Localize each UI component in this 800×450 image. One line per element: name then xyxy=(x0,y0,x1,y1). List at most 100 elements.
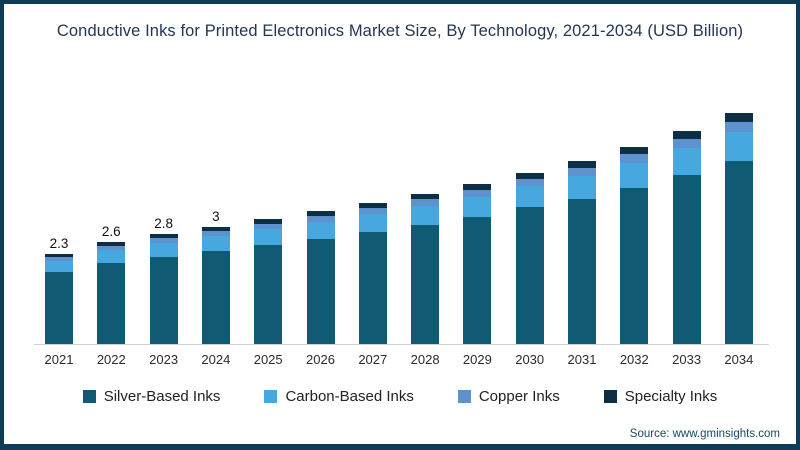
segment-carbon-2026 xyxy=(306,222,335,239)
segment-carbon-2021 xyxy=(45,261,73,272)
x-tick-label-2027: 2027 xyxy=(358,352,388,367)
legend-label: Silver-Based Inks xyxy=(103,388,221,405)
bar-2033 xyxy=(672,131,701,344)
legend-item-copper-inks: Copper Inks xyxy=(457,388,560,405)
segment-copper-2032 xyxy=(620,154,649,163)
legend-label: Carbon-Based Inks xyxy=(285,388,414,405)
segment-carbon-2029 xyxy=(463,197,492,217)
x-tick-label-2033: 2033 xyxy=(672,352,702,367)
segment-specialty-2034 xyxy=(724,113,753,122)
x-tick-label-2024: 2024 xyxy=(201,352,231,367)
segment-copper-2030 xyxy=(515,179,544,186)
x-tick-label-2030: 2030 xyxy=(515,352,545,367)
segment-copper-2026 xyxy=(306,216,335,222)
segment-carbon-2033 xyxy=(672,148,701,175)
x-tick-label-2032: 2032 xyxy=(619,352,649,367)
segment-specialty-2023 xyxy=(149,234,178,238)
bar-2031 xyxy=(568,161,596,344)
segment-silver-2023 xyxy=(149,257,178,344)
segment-silver-2032 xyxy=(620,188,649,344)
segment-specialty-2033 xyxy=(672,131,701,139)
bar-2021 xyxy=(45,254,73,344)
segment-specialty-2030 xyxy=(515,173,544,179)
legend-label: Specialty Inks xyxy=(624,388,718,405)
legend-item-carbon-based-inks: Carbon-Based Inks xyxy=(264,388,414,405)
segment-specialty-2026 xyxy=(306,211,335,216)
segment-silver-2021 xyxy=(45,272,73,344)
x-tick-label-2022: 2022 xyxy=(96,352,126,367)
segment-copper-2033 xyxy=(672,139,701,148)
segment-silver-2030 xyxy=(515,207,544,344)
chart-title: Conductive Inks for Printed Electronics … xyxy=(56,22,744,40)
segment-specialty-2022 xyxy=(97,242,126,246)
x-axis: 2021 2022 2023 2024 2025 2026 2027 2028 2029 2030… xyxy=(34,352,769,372)
segment-silver-2029 xyxy=(463,217,492,344)
bar-2025 xyxy=(254,219,283,344)
segment-silver-2028 xyxy=(411,225,440,344)
segment-carbon-2027 xyxy=(358,214,387,232)
segment-silver-2022 xyxy=(97,263,126,344)
x-tick-label-2029: 2029 xyxy=(462,352,492,367)
segment-copper-2031 xyxy=(568,168,596,176)
bar-2023 xyxy=(149,234,178,344)
segment-carbon-2031 xyxy=(568,176,596,199)
x-tick-label-2031: 2031 xyxy=(567,352,597,367)
segment-copper-2023 xyxy=(149,238,178,243)
segment-carbon-2023 xyxy=(149,243,178,257)
bar-value-label-2024: 3 xyxy=(212,209,220,224)
plot-area: 2.3 2.6 2.8 3 xyxy=(34,4,769,345)
segment-copper-2028 xyxy=(411,199,440,206)
bar-2027 xyxy=(358,203,387,344)
copper-inks-swatch-icon xyxy=(457,390,471,403)
segment-specialty-2025 xyxy=(254,219,283,224)
x-tick-label-2023: 2023 xyxy=(149,352,179,367)
segment-silver-2024 xyxy=(201,251,230,344)
legend: Silver-Based Inks Carbon-Based Inks Copp… xyxy=(4,388,796,405)
segment-carbon-2032 xyxy=(620,163,649,188)
segment-copper-2027 xyxy=(358,208,387,214)
segment-silver-2033 xyxy=(672,175,701,344)
legend-label: Copper Inks xyxy=(478,388,560,405)
carbon-based-inks-swatch-icon xyxy=(264,390,278,403)
segment-copper-2024 xyxy=(201,231,230,236)
bar-2029 xyxy=(463,184,492,344)
x-tick-label-2026: 2026 xyxy=(306,352,335,367)
x-tick-label-2028: 2028 xyxy=(410,352,440,367)
legend-item-silver-based-inks: Silver-Based Inks xyxy=(82,388,221,405)
segment-specialty-2032 xyxy=(620,147,649,154)
segment-specialty-2029 xyxy=(463,184,492,190)
segment-specialty-2027 xyxy=(358,203,387,208)
x-tick-label-2021: 2021 xyxy=(44,352,74,367)
segment-carbon-2024 xyxy=(201,236,230,251)
bar-value-label-2022: 2.6 xyxy=(101,224,121,239)
bar-2028 xyxy=(411,194,440,344)
bar-2032 xyxy=(620,147,649,344)
segment-carbon-2025 xyxy=(254,229,283,245)
segment-copper-2034 xyxy=(724,122,753,132)
segment-carbon-2022 xyxy=(97,250,126,263)
segment-specialty-2024 xyxy=(201,227,230,231)
bar-value-label-2021: 2.3 xyxy=(49,236,69,251)
segment-copper-2022 xyxy=(97,246,126,250)
segment-silver-2025 xyxy=(254,245,283,344)
source-credit: Source: www.gminsights.com xyxy=(629,428,780,440)
segment-specialty-2028 xyxy=(411,194,440,199)
bar-2026 xyxy=(306,211,335,344)
x-tick-label-2034: 2034 xyxy=(724,352,754,367)
bar-2030 xyxy=(515,173,544,344)
legend-item-specialty-inks: Specialty Inks xyxy=(603,388,718,405)
segment-silver-2034 xyxy=(724,161,753,344)
segment-silver-2026 xyxy=(306,239,335,344)
segment-silver-2027 xyxy=(358,232,387,344)
segment-specialty-2021 xyxy=(45,254,73,257)
bar-2034 xyxy=(724,113,753,344)
segment-copper-2029 xyxy=(463,190,492,197)
segment-carbon-2028 xyxy=(411,206,440,225)
segment-specialty-2031 xyxy=(568,161,596,168)
segment-carbon-2030 xyxy=(515,186,544,207)
x-tick-label-2025: 2025 xyxy=(253,352,283,367)
segment-carbon-2034 xyxy=(724,132,753,161)
bar-2024 xyxy=(201,227,230,344)
silver-based-inks-swatch-icon xyxy=(82,390,96,403)
